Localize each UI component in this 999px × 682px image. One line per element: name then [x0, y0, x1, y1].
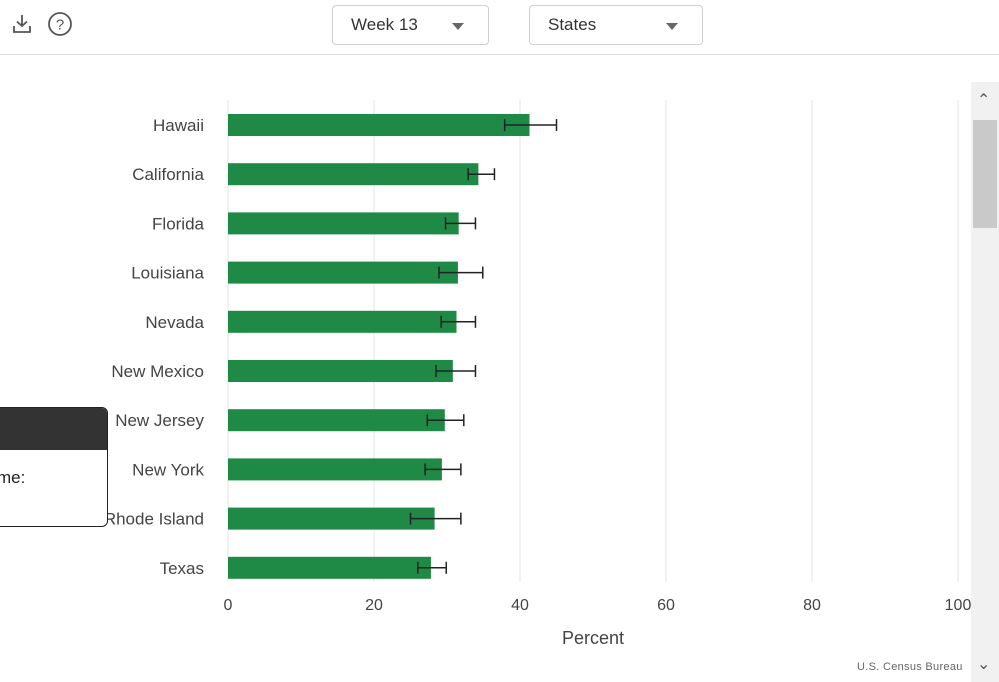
- x-axis-title: Percent: [562, 628, 624, 648]
- category-label: Texas: [160, 559, 204, 578]
- bar[interactable]: [228, 409, 445, 432]
- x-tick-label: 20: [365, 597, 383, 614]
- tooltip-text: me:: [0, 468, 26, 487]
- error-bar: [426, 414, 465, 427]
- chevron-up-icon[interactable]: ⌃: [977, 92, 991, 109]
- x-tick-label: 100: [945, 597, 972, 614]
- error-bar: [440, 315, 477, 328]
- geo-select-value: States: [548, 15, 597, 34]
- x-tick-label: 0: [224, 597, 233, 614]
- help-icon[interactable]: ?: [46, 10, 74, 38]
- week-select[interactable]: Week 13: [332, 5, 489, 45]
- category-label: New York: [132, 460, 204, 479]
- error-bar: [438, 266, 484, 279]
- bar[interactable]: [228, 163, 479, 186]
- category-label: Nevada: [145, 313, 204, 332]
- bar[interactable]: [228, 261, 458, 284]
- category-label: Florida: [152, 214, 205, 233]
- chevron-down-icon: [666, 23, 678, 30]
- x-tick-label: 60: [657, 597, 675, 614]
- error-bar: [435, 365, 477, 377]
- bar[interactable]: [228, 556, 431, 579]
- x-tick-label: 80: [803, 597, 821, 614]
- svg-text:?: ?: [56, 17, 64, 34]
- category-label: Rhode Island: [104, 510, 204, 529]
- bar[interactable]: [228, 458, 442, 481]
- error-bar: [467, 168, 496, 181]
- error-bar: [424, 463, 462, 476]
- geo-select[interactable]: States: [529, 5, 703, 45]
- week-select-value: Week 13: [351, 15, 418, 34]
- tooltip-header: [0, 408, 107, 450]
- source-credit: U.S. Census Bureau: [857, 661, 963, 673]
- bar[interactable]: [228, 360, 453, 382]
- chevron-down-icon: [452, 23, 464, 30]
- bar[interactable]: [228, 114, 530, 136]
- category-label: Hawaii: [153, 116, 204, 135]
- bar[interactable]: [228, 507, 435, 530]
- tooltip: me:: [0, 407, 108, 527]
- category-label: Louisiana: [131, 264, 204, 283]
- error-bar: [409, 512, 462, 525]
- category-label: New Jersey: [115, 411, 204, 430]
- x-tick-label: 40: [511, 597, 529, 614]
- chevron-down-icon[interactable]: ⌄: [977, 656, 991, 673]
- error-bar: [503, 119, 558, 131]
- category-label: New Mexico: [111, 362, 204, 381]
- download-icon[interactable]: [8, 10, 36, 38]
- toolbar: ? Week 13 States: [0, 0, 999, 55]
- scroll-thumb[interactable]: [973, 120, 997, 228]
- category-label: California: [132, 165, 204, 184]
- error-bar: [444, 217, 477, 230]
- error-bar: [417, 561, 448, 574]
- bar[interactable]: [228, 212, 459, 235]
- bar[interactable]: [228, 310, 457, 333]
- scrollbar[interactable]: ⌃ ⌄: [971, 82, 999, 682]
